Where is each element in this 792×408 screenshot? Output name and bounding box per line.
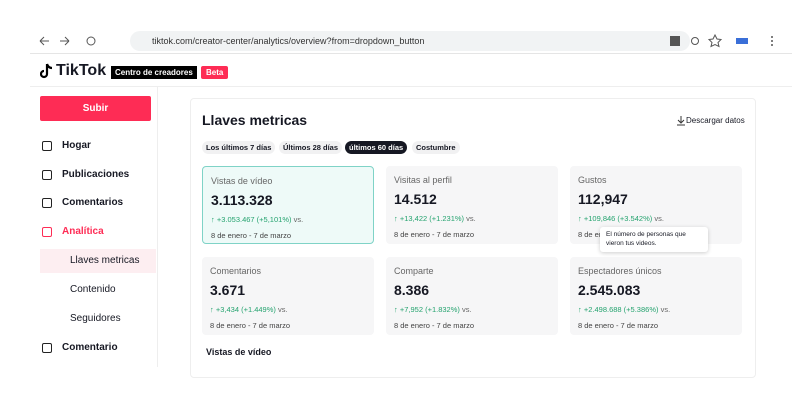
title: Llaves metricas — [202, 112, 308, 128]
browser-bar: tiktok.com/creator-center/analytics/over… — [30, 28, 792, 54]
badge: Centro de creadores — [111, 66, 197, 79]
nav-icon — [42, 198, 52, 208]
metric-change: ↑ +2.498.688 (+5.386%) vs. — [578, 305, 734, 314]
metric-card[interactable]: Comparte 8.386 ↑ +7,952 (+1.832%) vs. 8 de … — [386, 257, 558, 335]
metric-change: ↑ +7,952 (+1.832%) vs. — [394, 305, 550, 314]
metric-change: ↑ +3.053.467 (+5,101%) vs. — [211, 215, 365, 224]
nav-item[interactable]: Contenido — [70, 284, 116, 295]
url-bar[interactable]: tiktok.com/creator-center/analytics/over… — [130, 31, 690, 51]
metric-change: ↑ +3,434 (+1.449%) vs. — [210, 305, 366, 314]
arrow: ↑ — [210, 305, 216, 314]
metric-label: Comparte — [394, 266, 434, 276]
change-text: +2.498.688 (+5.386%) — [583, 305, 659, 314]
metric-label: Vistas de vídeo — [211, 176, 273, 186]
metric-change: ↑ +13,422 (+1.231%) vs. — [394, 214, 550, 223]
nav-item[interactable]: Hogar — [62, 140, 91, 151]
arrow: ↑ — [394, 305, 400, 314]
nav-item[interactable]: Comentario — [62, 342, 118, 353]
metric-value: 3.671 — [210, 282, 246, 298]
metric-card[interactable]: Comentarios 3.671 ↑ +3,434 (+1.449%) vs. 8 … — [202, 257, 374, 335]
tooltip: El número de personas que vieron tus vid… — [600, 227, 708, 252]
metric-label: Comentarios — [210, 266, 262, 276]
vs: vs. — [293, 215, 304, 224]
nav-icon — [42, 227, 52, 237]
metric-value: 112,947 — [578, 191, 628, 207]
beta-badge: Beta — [201, 66, 229, 79]
change-text: +3,434 (+1.449%) — [215, 305, 276, 314]
metric-period: 8 de enero - 7 de marzo — [578, 321, 659, 330]
metric-change: ↑ +109,846 (+3.542%) vs. — [578, 214, 734, 223]
vs: vs. — [277, 305, 288, 314]
nav-icon — [42, 141, 52, 151]
main-panel — [190, 98, 756, 378]
tab[interactable]: Costumbre — [412, 141, 460, 154]
change-text: +3.053.467 (+5,101%) — [216, 215, 292, 224]
nav-item[interactable]: Analítica — [62, 226, 104, 237]
nav-item[interactable]: Publicaciones — [62, 169, 130, 180]
change-text: +13,422 (+1.231%) — [399, 214, 465, 223]
download-link[interactable]: Descargar datos — [686, 116, 745, 125]
arrow: ↑ — [211, 215, 217, 224]
metric-value: 14.512 — [394, 191, 437, 207]
logo-icon — [40, 63, 53, 79]
change-text: +109,846 (+3.542%) — [583, 214, 653, 223]
arrow: ↑ — [578, 214, 584, 223]
toolbar-icons[interactable] — [670, 34, 790, 48]
vs: vs. — [660, 305, 671, 314]
nav-item[interactable]: Comentarios — [62, 197, 124, 208]
nav-item[interactable]: Seguidores — [70, 313, 121, 324]
metric-label: Visitas al perfil — [394, 175, 452, 185]
arrow: ↑ — [394, 214, 400, 223]
arrow: ↑ — [578, 305, 584, 314]
nav-icon — [42, 170, 52, 180]
divider — [157, 87, 158, 367]
metric-label: Espectadores únicos — [578, 266, 662, 276]
logo: TikTok — [56, 62, 107, 79]
download-icon[interactable] — [677, 116, 685, 126]
metric-period: 8 de enero - 7 de marzo — [210, 321, 291, 330]
metric-card[interactable]: Vistas de vídeo 3.113.328 ↑ +3.053.467 (+5… — [202, 166, 374, 244]
nav-icon — [42, 343, 52, 353]
metric-period: 8 de enero - 7 de marzo — [211, 231, 292, 240]
metric-period: 8 de enero - 7 de marzo — [394, 230, 475, 239]
nav-buttons[interactable] — [38, 34, 108, 48]
nav-item[interactable]: Llaves metricas — [40, 249, 156, 273]
metric-card[interactable]: Visitas al perfil 14.512 ↑ +13,422 (+1.231… — [386, 166, 558, 244]
vs: vs. — [461, 305, 472, 314]
divider — [30, 86, 792, 87]
metric-value: 3.113.328 — [211, 192, 273, 208]
tab[interactable]: Los últimos 7 días — [202, 141, 276, 154]
vs: vs. — [466, 214, 476, 223]
metric-card[interactable]: Espectadores únicos 2.545.083 ↑ +2.498.688… — [570, 257, 742, 335]
tab[interactable]: últimos 60 días — [345, 141, 408, 154]
metric-value: 8.386 — [394, 282, 430, 298]
change-text: +7,952 (+1.832%) — [399, 305, 460, 314]
section-title: Vistas de vídeo — [206, 347, 272, 357]
tab[interactable]: Últimos 28 días — [279, 141, 343, 154]
metric-label: Gustos — [578, 175, 607, 185]
upload-button[interactable]: Subir — [40, 96, 151, 121]
metric-period: 8 de enero - 7 de marzo — [394, 321, 475, 330]
metric-value: 2.545.083 — [578, 282, 641, 298]
vs: vs. — [654, 214, 664, 223]
